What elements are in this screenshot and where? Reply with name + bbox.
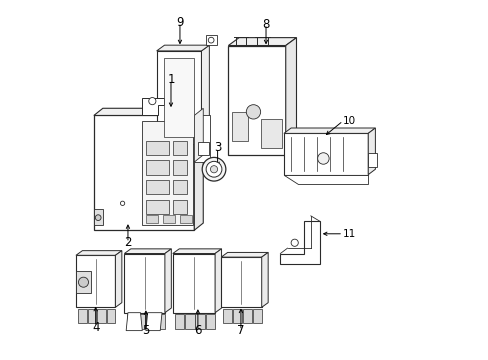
Polygon shape [126, 313, 142, 330]
Polygon shape [221, 257, 261, 307]
Polygon shape [284, 128, 375, 134]
Polygon shape [215, 249, 221, 313]
Polygon shape [156, 51, 201, 144]
Polygon shape [76, 251, 122, 255]
Polygon shape [280, 221, 319, 264]
Polygon shape [78, 309, 87, 323]
Polygon shape [284, 134, 367, 175]
Polygon shape [142, 121, 192, 225]
Polygon shape [172, 200, 187, 214]
Polygon shape [94, 116, 194, 230]
Circle shape [317, 153, 328, 164]
Polygon shape [172, 253, 215, 313]
Polygon shape [76, 255, 115, 307]
Circle shape [78, 277, 88, 287]
Polygon shape [145, 200, 169, 214]
Text: 11: 11 [343, 229, 356, 239]
Polygon shape [179, 215, 192, 223]
Polygon shape [228, 45, 285, 155]
Polygon shape [124, 249, 171, 253]
Polygon shape [260, 119, 282, 148]
Polygon shape [145, 215, 158, 223]
Text: 9: 9 [176, 16, 183, 29]
Polygon shape [76, 271, 91, 293]
Polygon shape [233, 309, 242, 323]
Polygon shape [252, 309, 261, 323]
Circle shape [210, 166, 217, 173]
Polygon shape [172, 249, 221, 253]
Polygon shape [243, 309, 251, 323]
Circle shape [148, 98, 156, 105]
Circle shape [208, 37, 214, 43]
Polygon shape [285, 38, 296, 155]
Polygon shape [261, 252, 267, 307]
Polygon shape [164, 249, 171, 313]
Polygon shape [223, 309, 232, 323]
Polygon shape [145, 313, 162, 330]
Polygon shape [185, 315, 194, 329]
Polygon shape [205, 35, 216, 45]
Polygon shape [87, 309, 96, 323]
Text: 4: 4 [92, 320, 99, 333]
Polygon shape [115, 251, 122, 307]
Circle shape [120, 201, 124, 206]
Polygon shape [284, 175, 367, 184]
Polygon shape [198, 142, 208, 155]
Polygon shape [194, 108, 203, 162]
Text: 5: 5 [142, 324, 149, 337]
Text: 7: 7 [237, 324, 244, 337]
Polygon shape [94, 108, 203, 116]
Polygon shape [228, 38, 296, 45]
Polygon shape [172, 160, 187, 175]
Text: 8: 8 [262, 18, 269, 31]
Circle shape [290, 239, 298, 246]
Polygon shape [146, 315, 155, 329]
Polygon shape [201, 45, 209, 144]
Polygon shape [221, 252, 267, 257]
Text: 2: 2 [124, 236, 131, 249]
Polygon shape [194, 116, 210, 162]
Polygon shape [231, 112, 247, 140]
Circle shape [202, 157, 225, 181]
Polygon shape [94, 209, 102, 225]
Polygon shape [124, 253, 164, 313]
Circle shape [206, 161, 222, 177]
Text: 10: 10 [343, 116, 356, 126]
Polygon shape [126, 315, 135, 329]
Text: 1: 1 [167, 73, 174, 86]
Polygon shape [136, 315, 145, 329]
Circle shape [246, 105, 260, 119]
Polygon shape [142, 98, 163, 116]
Polygon shape [367, 128, 375, 175]
Polygon shape [145, 180, 169, 194]
Polygon shape [367, 153, 376, 167]
Polygon shape [163, 215, 175, 223]
Polygon shape [194, 108, 203, 230]
Polygon shape [145, 160, 169, 175]
Polygon shape [175, 315, 184, 329]
Polygon shape [172, 180, 187, 194]
Polygon shape [195, 315, 204, 329]
Polygon shape [156, 315, 164, 329]
Circle shape [95, 215, 101, 221]
Polygon shape [205, 315, 215, 329]
Polygon shape [172, 140, 187, 155]
Polygon shape [145, 140, 169, 155]
Polygon shape [106, 309, 115, 323]
Polygon shape [97, 309, 106, 323]
Polygon shape [156, 45, 209, 51]
Text: 3: 3 [213, 141, 221, 154]
Text: 6: 6 [194, 324, 201, 337]
Polygon shape [163, 58, 194, 137]
